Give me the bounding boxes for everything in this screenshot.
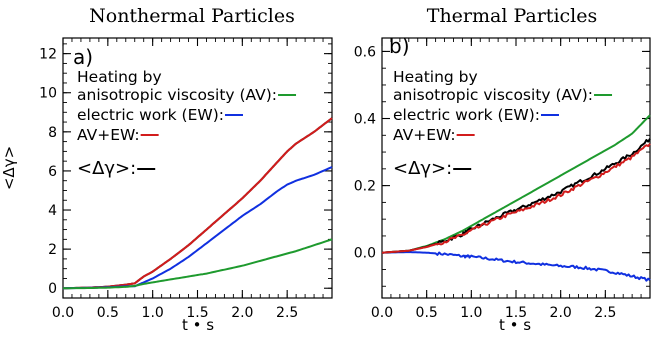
x-tick-label: 1.5	[505, 305, 527, 321]
panel-b-title: Thermal Particles	[427, 5, 597, 27]
panel-a-series	[63, 117, 333, 290]
y-tick-label: 0.4	[354, 112, 376, 128]
legend-text: anisotropic viscosity (AV):	[77, 86, 277, 104]
series-line-1	[63, 117, 333, 290]
x-tick-label: 2.5	[276, 305, 298, 321]
x-tick-label: 1.0	[142, 305, 164, 321]
legend-text: electric work (EW):	[393, 106, 540, 124]
legend-text: Heating by	[393, 68, 478, 86]
x-tick-label: 0.5	[416, 305, 438, 321]
legend-text: <Δγ>:	[77, 158, 136, 179]
series-line-1	[381, 114, 651, 254]
panel-a-ylabel: <Δγ>	[0, 146, 18, 190]
series-line-3	[63, 238, 333, 290]
x-tick-label: 1.5	[186, 305, 208, 321]
x-tick-label: 2.0	[550, 305, 572, 321]
x-tick-label: 2.0	[231, 305, 253, 321]
panel-a-title: Nonthermal Particles	[89, 5, 295, 27]
series-line-2	[63, 166, 333, 290]
panel-a-label: a)	[73, 45, 93, 69]
panel-a-xlabel: t • s	[182, 316, 214, 334]
legend-text: Heating by	[77, 68, 162, 86]
legend-text: electric work (EW):	[77, 106, 224, 124]
series-line-2	[381, 138, 651, 254]
series-line-3	[381, 143, 651, 254]
panel-b-ticks: 0.0 0.5 1.0 1.5 2.0 2.5 0.0 0.2 0.4 0.6	[354, 38, 651, 321]
panel-a-ticks: 0.0 0.5 1.0 1.5 2.0 2.5 0 2 4 6 8 10 12	[39, 38, 333, 321]
panel-b-series	[381, 114, 651, 282]
y-tick-label: 0.0	[354, 246, 376, 262]
x-tick-label: 0.0	[52, 305, 74, 321]
y-tick-label: 4	[48, 203, 57, 219]
legend-text: <Δγ>:	[393, 158, 452, 179]
y-tick-label: 0.6	[354, 44, 376, 60]
series-line-0	[381, 251, 651, 282]
legend-text: AV+EW:	[77, 126, 140, 144]
y-tick-label: 6	[48, 164, 57, 180]
y-tick-label: 12	[39, 47, 57, 63]
x-tick-label: 0.5	[97, 305, 119, 321]
y-tick-label: 0.2	[354, 179, 376, 195]
x-tick-label: 0.0	[371, 305, 393, 321]
panel-b-xlabel: t • s	[499, 316, 531, 334]
y-tick-label: 8	[48, 125, 57, 141]
x-tick-label: 1.0	[460, 305, 482, 321]
panel-b-label: b)	[389, 34, 410, 58]
nonthermal-panel: Nonthermal Particles 0.0 0.5 1.0 1.5 2.0 2.50…	[0, 5, 333, 334]
legend-text: AV+EW:	[393, 126, 456, 144]
y-tick-label: 0	[48, 281, 57, 297]
thermal-panel: Thermal Particles 0.0 0.5 1.0 1.5 2.0 2.50.00…	[354, 5, 651, 334]
y-tick-label: 10	[39, 86, 57, 102]
x-tick-label: 2.5	[594, 305, 616, 321]
legend-text: anisotropic viscosity (AV):	[393, 86, 593, 104]
y-tick-label: 2	[48, 242, 57, 258]
